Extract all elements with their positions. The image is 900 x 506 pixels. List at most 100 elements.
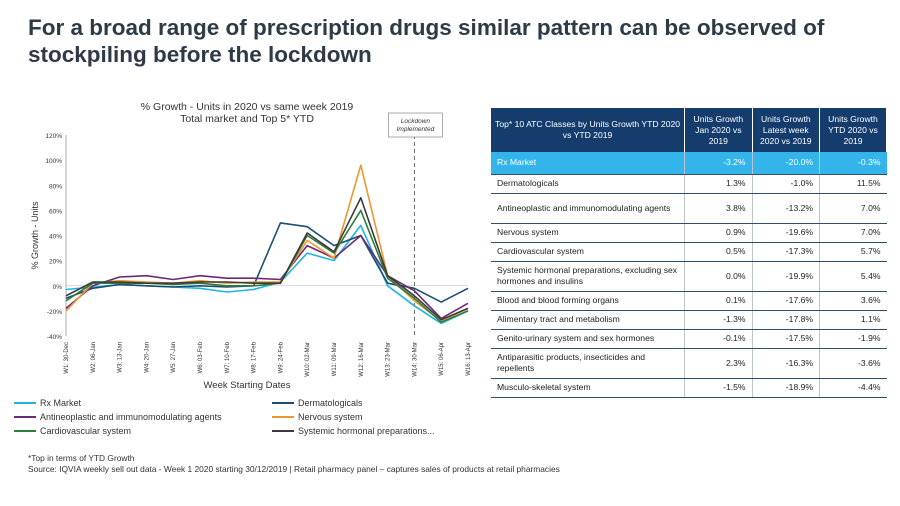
series-line-6 xyxy=(65,197,469,321)
table-cell-class: Rx Market xyxy=(491,152,685,175)
table-cell-value: 0.9% xyxy=(684,223,753,243)
table-row: Genito-urinary system and sex hormones -0… xyxy=(491,329,887,349)
table-cell-value: 3.8% xyxy=(684,193,753,224)
x-tick-label: W15: 06-Apr xyxy=(439,342,445,376)
x-tick-label: W10: 02-Mar xyxy=(305,342,311,377)
x-tick-label: W3: 13-Jan xyxy=(118,342,124,373)
table-cell-value: -17.8% xyxy=(751,310,820,330)
legend-item: Cardiovascular system xyxy=(14,426,131,436)
y-tick-label: -40% xyxy=(47,334,62,341)
table-cell-value: -1.3% xyxy=(684,310,753,330)
table-cell-value: -1.9% xyxy=(819,329,887,349)
x-tick-label: W6: 03-Feb xyxy=(198,341,204,373)
x-tick-label: W11: 09-Mar xyxy=(332,342,338,376)
table-cell-value: -0.1% xyxy=(684,329,753,349)
table-cell-value: -19.9% xyxy=(751,261,820,292)
x-tick-label: W2: 06-Jan xyxy=(91,342,97,373)
chart-legend: Rx Market Dermatologicals Antineoplastic a… xyxy=(14,398,484,442)
legend-label: Nervous system xyxy=(298,412,363,422)
table-cell-class: Musculo-skeletal system xyxy=(491,378,685,398)
y-tick-label: 80% xyxy=(49,183,62,190)
table-cell-value: 0.5% xyxy=(684,242,753,262)
table-cell-value: -13.2% xyxy=(751,193,820,224)
legend-swatch xyxy=(272,416,294,418)
atc-table: Top* 10 ATC Classes by Units Growth YTD … xyxy=(491,108,887,398)
legend-item: Rx Market xyxy=(14,398,81,408)
table-row: Systemic hormonal preparations, excludin… xyxy=(491,261,887,292)
table-cell-value: -4.4% xyxy=(819,378,887,398)
table-cell-value: 1.3% xyxy=(684,174,753,194)
table-cell-value: -17.3% xyxy=(751,242,820,262)
line-chart: % Growth - Units in 2020 vs same week 20… xyxy=(12,98,482,443)
table-row: Antineoplastic and immunomodulating agen… xyxy=(491,193,887,224)
table-cell-value: -1.5% xyxy=(684,378,753,398)
chart-title: % Growth - Units in 2020 vs same week 20… xyxy=(141,101,354,113)
y-tick-label: 120% xyxy=(45,133,62,140)
legend-label: Systemic hormonal preparations... xyxy=(298,426,435,436)
table-cell-class: Genito-urinary system and sex hormones xyxy=(491,329,685,349)
table-row: Blood and blood forming organs 0.1% -17.6%… xyxy=(491,291,887,311)
table-cell-class: Systemic hormonal preparations, excludin… xyxy=(491,261,685,292)
legend-swatch xyxy=(14,402,36,404)
x-tick-label: W16: 13-Apr xyxy=(466,342,472,376)
atc-header-class: Top* 10 ATC Classes by Units Growth YTD … xyxy=(491,108,686,152)
table-cell-value: 5.7% xyxy=(819,242,887,262)
x-tick-label: W9: 24-Feb xyxy=(278,341,284,373)
table-cell-value: -19.6% xyxy=(751,223,820,243)
table-cell-value: -17.6% xyxy=(751,291,820,311)
footnote: *Top in terms of YTD Growth xyxy=(28,453,135,463)
y-tick-label: 20% xyxy=(49,259,62,266)
table-cell-value: -3.2% xyxy=(684,152,753,175)
legend-label: Dermatologicals xyxy=(298,398,363,408)
legend-swatch xyxy=(272,430,294,432)
table-cell-value: -3.6% xyxy=(819,348,887,379)
legend-item: Nervous system xyxy=(272,412,363,422)
table-cell-value: 5.4% xyxy=(819,261,887,292)
y-tick-label: 60% xyxy=(49,208,62,215)
line-chart-svg: % Growth - Units in 2020 vs same week 20… xyxy=(30,101,472,391)
table-cell-value: -0.3% xyxy=(819,152,887,175)
y-tick-label: 0% xyxy=(53,284,63,291)
y-tick-label: -20% xyxy=(47,309,62,316)
table-cell-class: Blood and blood forming organs xyxy=(491,291,685,311)
y-tick-label: 40% xyxy=(49,234,62,241)
legend-swatch xyxy=(14,430,36,432)
legend-item: Dermatologicals xyxy=(272,398,363,408)
atc-table-header: Top* 10 ATC Classes by Units Growth YTD … xyxy=(491,108,887,152)
table-row: Rx Market -3.2% -20.0% -0.3% xyxy=(491,152,887,175)
table-cell-value: 7.0% xyxy=(819,223,887,243)
table-cell-class: Antineoplastic and immunomodulating agen… xyxy=(491,193,685,224)
table-cell-class: Nervous system xyxy=(491,223,685,243)
table-row: Dermatologicals 1.3% -1.0% 11.5% xyxy=(491,174,887,194)
x-tick-label: W4: 20-Jan xyxy=(144,342,150,373)
annotation-text: Lockdown xyxy=(401,118,431,125)
legend-label: Antineoplastic and immunomodulating agen… xyxy=(40,412,222,422)
x-axis-label: Week Starting Dates xyxy=(204,380,291,391)
table-row: Alimentary tract and metabolism -1.3% -17.… xyxy=(491,310,887,330)
legend-item: Antineoplastic and immunomodulating agen… xyxy=(14,412,222,422)
y-axis-label: % Growth - Units xyxy=(30,201,40,270)
table-cell-class: Cardiovascular system xyxy=(491,242,685,262)
table-cell-value: 11.5% xyxy=(819,174,887,194)
table-cell-value: 0.0% xyxy=(684,261,753,292)
table-cell-class: Antiparasitic products, insecticides and… xyxy=(491,348,685,379)
legend-label: Rx Market xyxy=(40,398,82,408)
table-cell-value: -20.0% xyxy=(751,152,820,175)
slide-title: For a broad range of prescription drugs … xyxy=(28,15,825,67)
table-cell-value: 1.1% xyxy=(819,310,887,330)
x-tick-label: W1: 30-Dec xyxy=(64,342,70,374)
x-tick-label: W13: 23-Mar xyxy=(386,342,392,377)
table-cell-value: 3.6% xyxy=(819,291,887,311)
table-cell-value: 0.1% xyxy=(684,291,753,311)
table-cell-value: -18.9% xyxy=(751,378,820,398)
legend-swatch xyxy=(14,416,36,418)
x-tick-label: W14: 30-Mar xyxy=(412,342,418,377)
atc-header-metric: Units Growth Latest week 2020 vs 2019 xyxy=(752,108,821,152)
series-line-4 xyxy=(65,164,469,322)
annotation-text: Implemented xyxy=(397,126,435,133)
legend-item: Systemic hormonal preparations... xyxy=(272,426,435,436)
annotation-box xyxy=(388,112,443,138)
atc-header-metric: Units Growth Jan 2020 vs 2019 xyxy=(684,108,753,152)
series-line-5 xyxy=(65,209,469,323)
y-tick-label: 100% xyxy=(45,158,62,165)
